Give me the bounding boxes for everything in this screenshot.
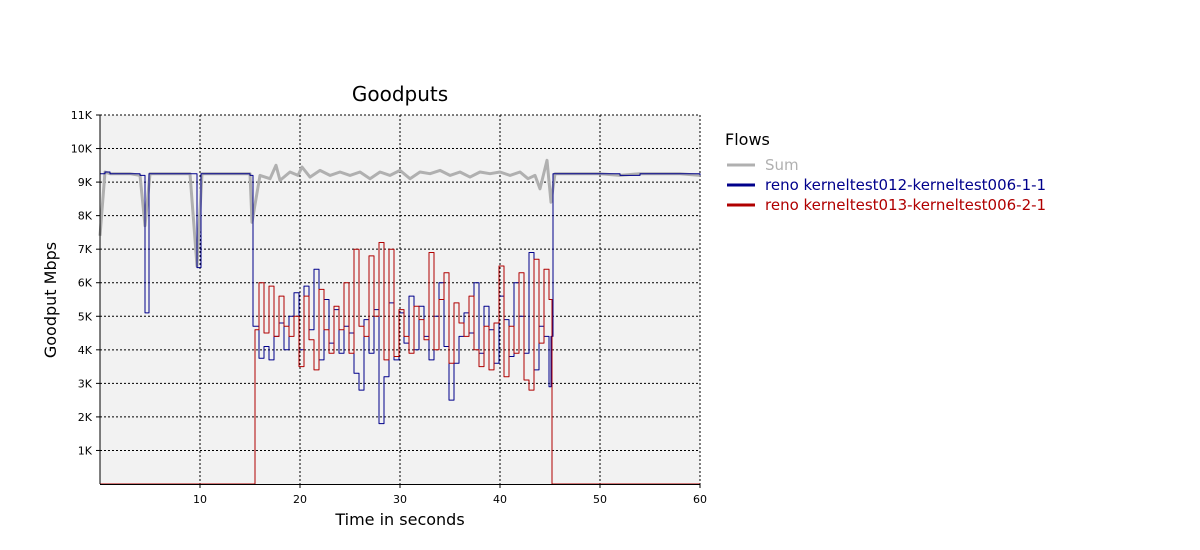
y-tick-label: 1K: [78, 444, 93, 457]
x-tick-label: 60: [693, 493, 707, 506]
x-tick-label: 50: [593, 493, 607, 506]
y-tick-label: 4K: [78, 344, 93, 357]
series-lines: [98, 158, 701, 485]
x-tick-label: 10: [193, 493, 207, 506]
y-tick-label: 11K: [71, 109, 93, 122]
series-line-1: [100, 171, 701, 425]
legend-title: Flows: [725, 130, 770, 149]
y-tick-label: 2K: [78, 411, 93, 424]
legend-label-0: Sum: [765, 156, 799, 174]
y-tick-label: 3K: [78, 377, 93, 390]
series-line-2: [100, 242, 700, 485]
axis-ticks: 10 20 30 40 50 60 1K 2K 3K 4K 5K 6K 7K 8K 9K 10K 11K: [71, 109, 707, 506]
y-tick-label: 8K: [78, 210, 93, 223]
y-tick-label: 6K: [78, 277, 93, 290]
chart-title: Goodputs: [352, 82, 448, 106]
y-tick-label: 10K: [71, 143, 93, 156]
legend-label-2: reno kerneltest013-kerneltest006-2-1: [765, 196, 1046, 214]
x-axis-label: Time in seconds: [334, 510, 464, 529]
legend-label-1: reno kerneltest012-kerneltest006-1-1: [765, 176, 1046, 194]
x-tick-label: 40: [493, 493, 507, 506]
y-axis-label: Goodput Mbps: [41, 242, 60, 358]
x-tick-label: 20: [293, 493, 307, 506]
legend: Flows Sum reno kerneltest012-kerneltest00…: [725, 130, 1046, 214]
y-tick-label: 7K: [78, 243, 93, 256]
x-tick-label: 30: [393, 493, 407, 506]
y-tick-label: 9K: [78, 176, 93, 189]
grid: [100, 114, 701, 484]
y-tick-label: 5K: [78, 310, 93, 323]
